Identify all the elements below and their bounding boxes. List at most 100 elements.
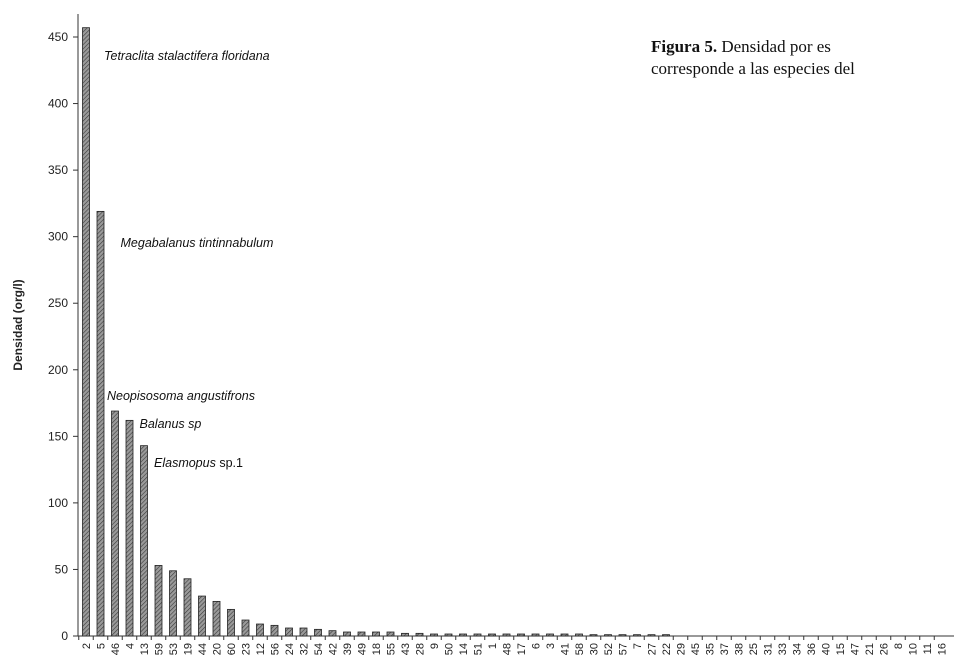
x-tick-label: 58 bbox=[574, 643, 586, 655]
bar bbox=[662, 634, 670, 637]
x-tick-label: 13 bbox=[139, 643, 151, 655]
x-tick-label: 38 bbox=[734, 643, 746, 655]
x-tick-label: 52 bbox=[603, 643, 615, 655]
bar bbox=[328, 630, 337, 637]
bar bbox=[401, 632, 409, 637]
bar bbox=[183, 578, 192, 637]
bar bbox=[343, 631, 351, 637]
bar-annotation: Elasmopus sp.1 bbox=[154, 456, 243, 470]
x-tick-label: 30 bbox=[589, 643, 601, 655]
x-tick-label: 27 bbox=[647, 643, 659, 655]
caption-figure-label: Figura 5. bbox=[651, 37, 718, 56]
x-tick-label: 15 bbox=[835, 643, 847, 655]
bar bbox=[647, 634, 656, 637]
x-tick-label: 8 bbox=[893, 643, 905, 649]
bar bbox=[256, 623, 264, 637]
x-tick-label: 3 bbox=[545, 643, 557, 649]
x-tick-label: 26 bbox=[879, 643, 891, 655]
x-tick-label: 39 bbox=[342, 643, 354, 655]
figure-caption: Figura 5. Densidad por es corresponde a … bbox=[651, 36, 954, 80]
y-tick-label: 400 bbox=[48, 97, 68, 111]
caption-line-1: Figura 5. Densidad por es bbox=[651, 36, 954, 58]
y-tick-label: 300 bbox=[48, 230, 68, 244]
bar bbox=[633, 634, 641, 637]
x-tick-label: 41 bbox=[560, 643, 572, 655]
bar bbox=[604, 634, 612, 637]
x-tick-label: 42 bbox=[328, 643, 340, 655]
x-tick-label: 22 bbox=[661, 643, 673, 655]
y-tick-label: 450 bbox=[48, 30, 68, 44]
x-tick-label: 37 bbox=[719, 643, 731, 655]
bar bbox=[241, 619, 250, 637]
bar bbox=[386, 631, 395, 637]
bar bbox=[517, 633, 525, 637]
x-tick-label: 14 bbox=[458, 643, 470, 655]
y-tick-label: 100 bbox=[48, 496, 68, 510]
bar bbox=[560, 633, 569, 637]
axes bbox=[73, 14, 954, 640]
x-tick-label: 44 bbox=[197, 643, 209, 655]
bar bbox=[212, 600, 221, 637]
bar bbox=[314, 628, 322, 637]
x-tick-label: 6 bbox=[531, 643, 543, 649]
y-axis-title: Densidad (org/l) bbox=[11, 279, 25, 370]
bar bbox=[140, 445, 148, 637]
x-tick-label: 12 bbox=[255, 643, 267, 655]
bar bbox=[96, 210, 105, 637]
bar bbox=[618, 634, 627, 637]
bar bbox=[415, 632, 424, 637]
bar-annotation: Balanus sp bbox=[140, 417, 202, 431]
bar bbox=[531, 633, 540, 637]
bars-group bbox=[82, 27, 670, 637]
bar bbox=[154, 565, 163, 637]
x-tick-label: 57 bbox=[618, 643, 630, 655]
bar bbox=[357, 631, 366, 637]
y-tick-label: 0 bbox=[61, 629, 68, 643]
bar bbox=[111, 410, 119, 637]
x-tick-label: 46 bbox=[110, 643, 122, 655]
x-tick-label: 24 bbox=[284, 643, 296, 655]
x-tick-label: 36 bbox=[806, 643, 818, 655]
bar bbox=[270, 624, 279, 637]
bar bbox=[299, 627, 308, 637]
x-tick-label: 49 bbox=[357, 643, 369, 655]
y-tick-label: 200 bbox=[48, 363, 68, 377]
x-tick-label: 11 bbox=[922, 643, 934, 654]
bar bbox=[488, 633, 496, 637]
x-tick-label: 1 bbox=[487, 643, 499, 649]
bar-annotation: Megabalanus tintinnabulum bbox=[121, 236, 274, 250]
x-tick-label: 48 bbox=[502, 643, 514, 655]
bar bbox=[285, 627, 293, 637]
bar bbox=[444, 633, 453, 637]
x-tick-label: 29 bbox=[676, 643, 688, 655]
bar-annotation: Tetraclita stalactifera floridana bbox=[104, 49, 270, 63]
bar bbox=[473, 633, 482, 637]
x-tick-label: 47 bbox=[850, 643, 862, 655]
x-tick-label: 28 bbox=[415, 643, 427, 655]
x-tick-label: 55 bbox=[386, 643, 398, 655]
x-tick-label: 59 bbox=[154, 643, 166, 655]
x-tick-label: 25 bbox=[748, 643, 760, 655]
bar bbox=[125, 419, 134, 637]
x-tick-label: 60 bbox=[226, 643, 238, 655]
y-tick-label: 250 bbox=[48, 296, 68, 310]
x-tick-label: 7 bbox=[632, 643, 644, 649]
bar bbox=[575, 633, 583, 637]
y-tick-label: 50 bbox=[55, 562, 69, 576]
bar bbox=[430, 633, 438, 637]
x-tick-label: 17 bbox=[516, 643, 528, 655]
x-tick-label: 5 bbox=[96, 643, 108, 649]
x-tick-label: 9 bbox=[429, 643, 441, 649]
bar bbox=[82, 27, 90, 637]
x-tick-label: 34 bbox=[792, 643, 804, 655]
bar bbox=[372, 631, 380, 637]
y-tick-label: 150 bbox=[48, 429, 68, 443]
caption-text-2: corresponde a las especies del bbox=[651, 59, 855, 78]
bar-annotation: Neopisosoma angustifrons bbox=[107, 389, 255, 403]
x-tick-label: 31 bbox=[763, 643, 775, 655]
x-tick-label: 10 bbox=[908, 643, 920, 655]
x-tick-label: 32 bbox=[299, 643, 311, 655]
x-tick-label: 23 bbox=[241, 643, 253, 655]
